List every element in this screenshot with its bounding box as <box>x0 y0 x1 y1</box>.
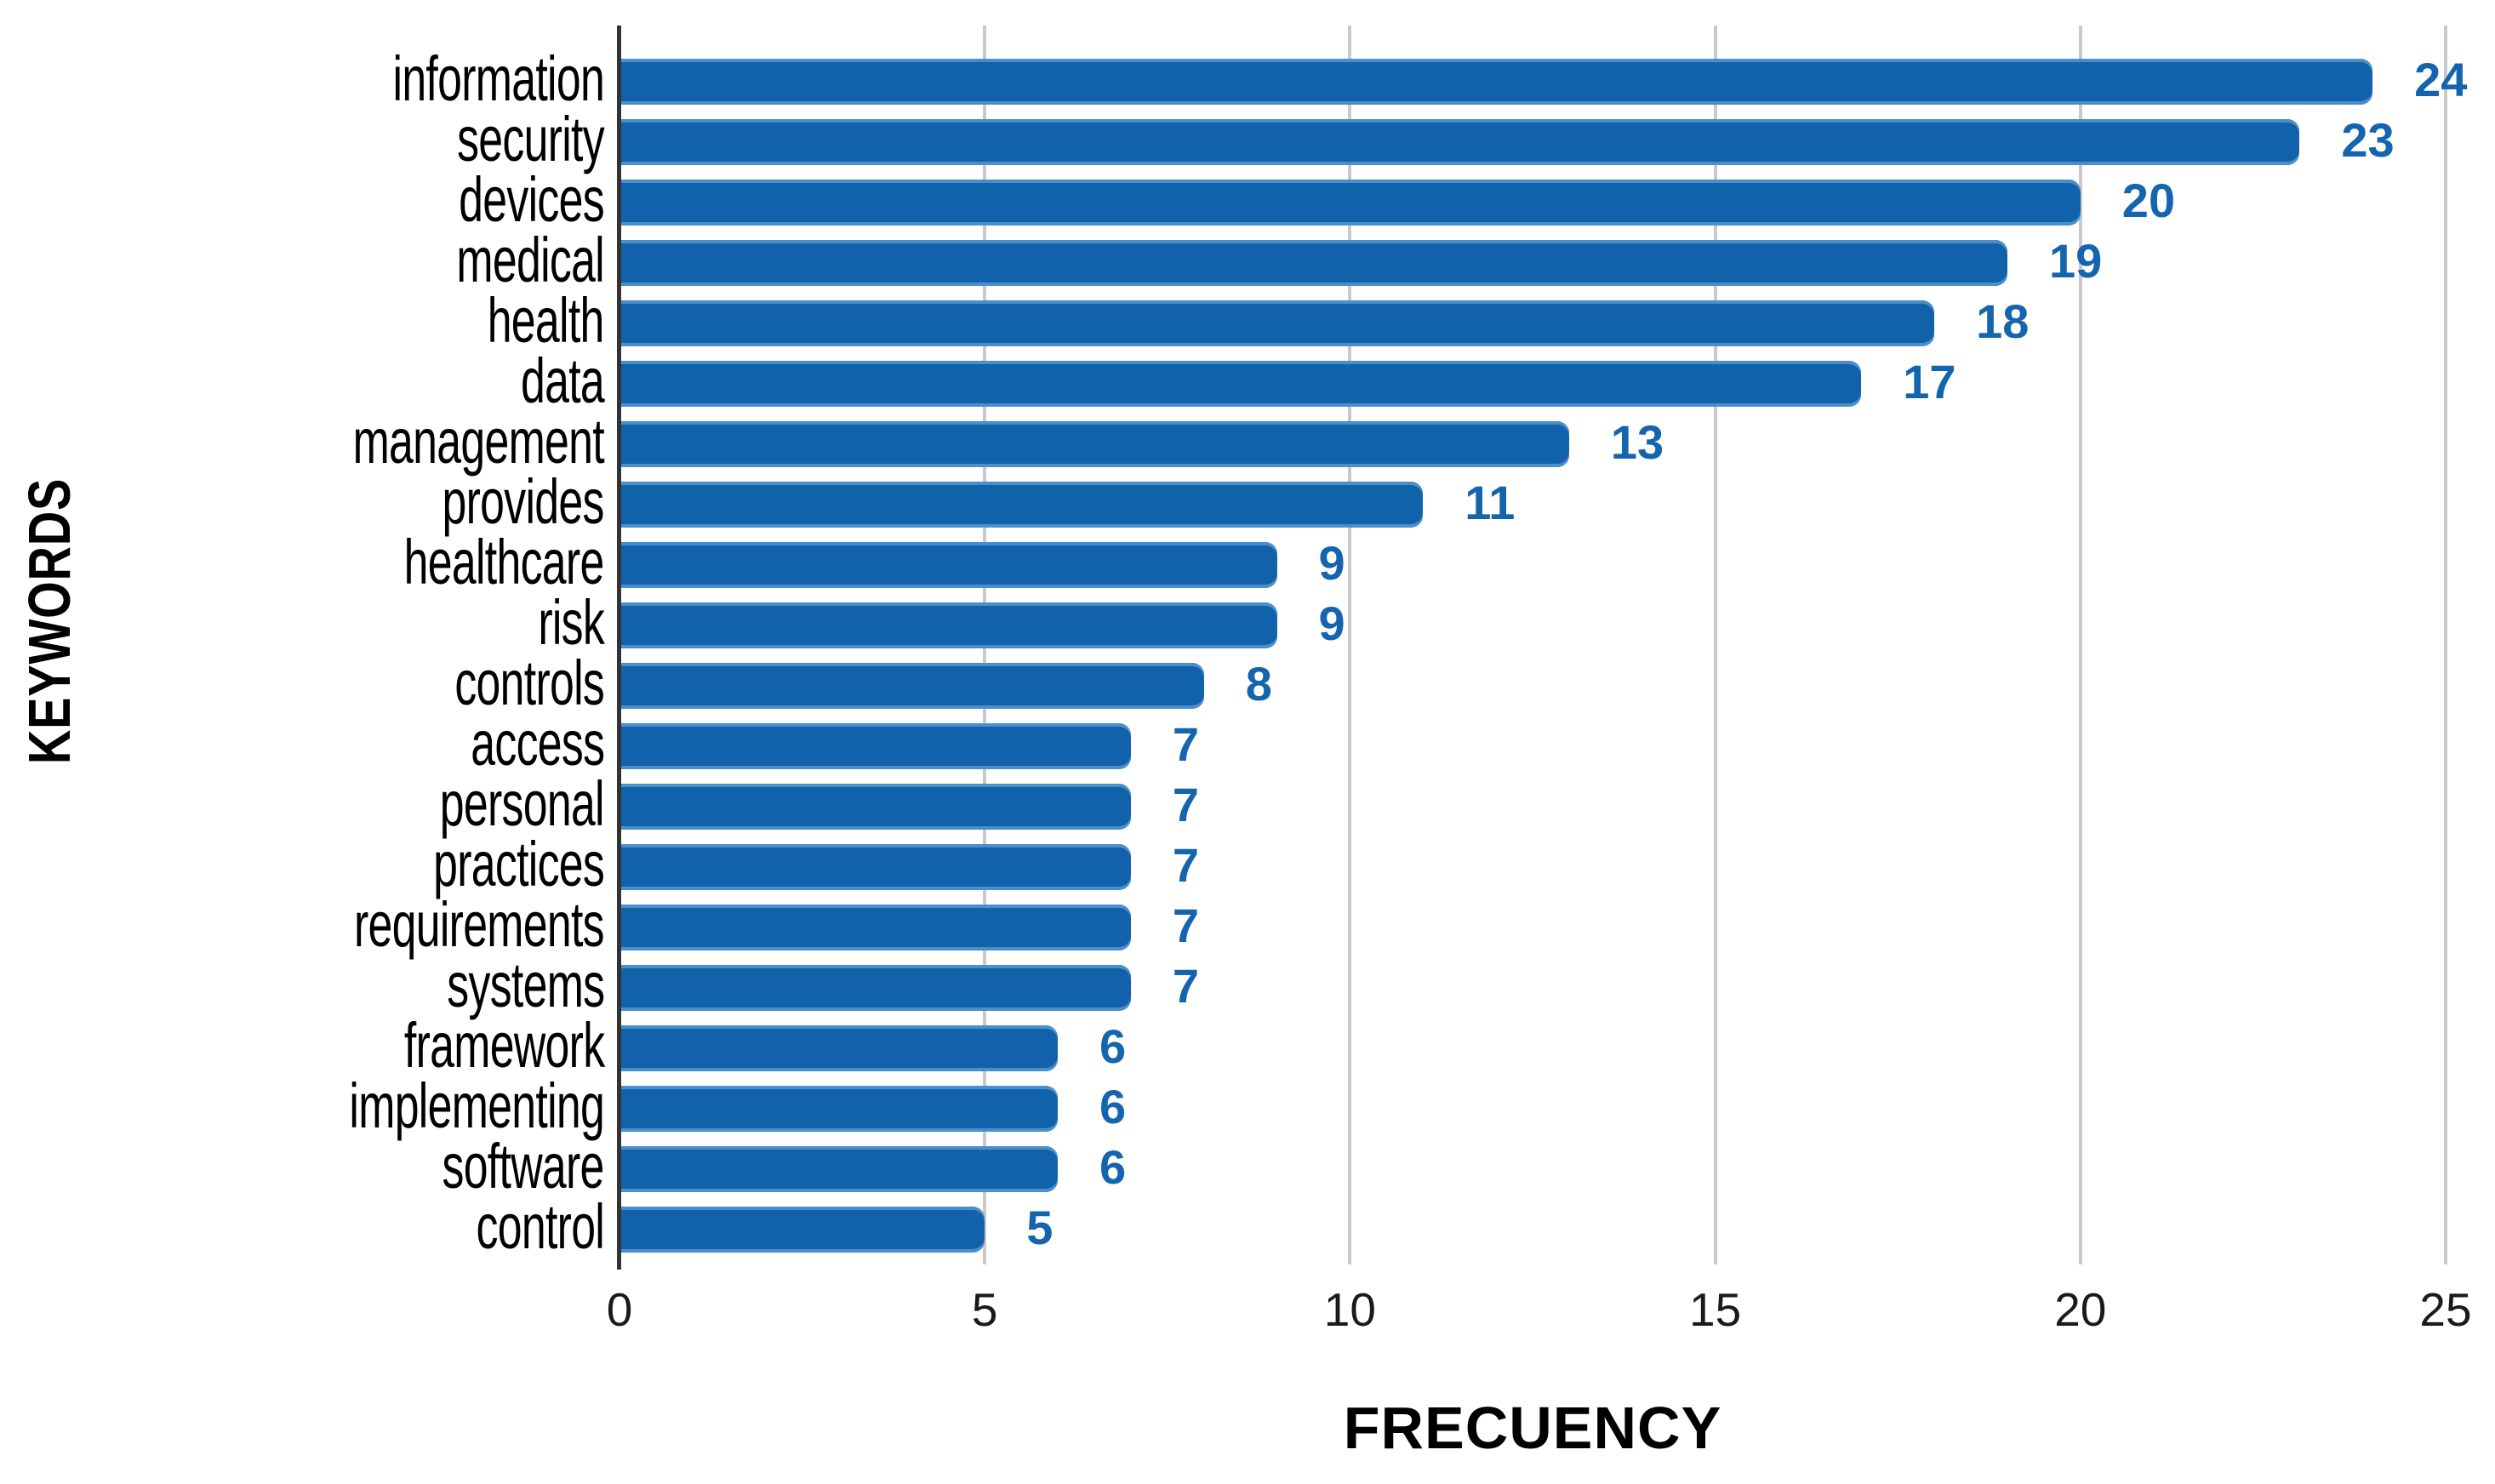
x-tick-label: 0 <box>606 1283 633 1336</box>
category-label: provides <box>442 465 605 537</box>
category-label: data <box>520 345 605 416</box>
bar <box>619 964 1131 1011</box>
bar <box>619 239 2007 286</box>
bar <box>619 300 1935 346</box>
bar-row: requirements 7 <box>354 893 2446 957</box>
bar-row: devices 20 <box>459 168 2446 232</box>
category-label: framework <box>403 1009 605 1081</box>
gridline-15 <box>1713 26 1717 1264</box>
bar-row: provides 11 <box>442 470 2446 534</box>
x-tick-label: 25 <box>2419 1283 2472 1336</box>
category-label: personal <box>439 768 605 839</box>
bar <box>619 58 2373 105</box>
bar <box>619 1145 1059 1192</box>
bar-row: personal 7 <box>440 772 2446 836</box>
bar-row: framework 6 <box>404 1013 2446 1078</box>
value-label: 11 <box>1464 475 1516 529</box>
category-label: healthcare <box>404 526 605 597</box>
x-tick-label: 15 <box>1689 1283 1742 1336</box>
value-label: 18 <box>1976 294 2030 348</box>
bar-row: information 24 <box>392 47 2467 111</box>
bar <box>619 1025 1059 1071</box>
value-label: 7 <box>1172 958 1200 1013</box>
bar-row: implementing 6 <box>349 1074 2446 1139</box>
bar-row: controls 8 <box>454 651 2446 716</box>
bar-rows: information 24 security 23 devices 20 medical 1… <box>349 47 2467 1259</box>
value-label: 7 <box>1172 837 1200 892</box>
bar <box>619 662 1204 709</box>
category-label: software <box>442 1130 605 1201</box>
bar <box>619 843 1131 890</box>
value-label: 7 <box>1172 898 1200 952</box>
category-label: health <box>488 284 605 356</box>
bar <box>619 541 1277 588</box>
category-label: requirements <box>354 888 605 960</box>
bar-row: systems 7 <box>447 953 2446 1018</box>
bar-row: security 23 <box>457 107 2446 172</box>
bar <box>619 481 1424 528</box>
value-label: 20 <box>2121 173 2176 227</box>
value-label: 6 <box>1099 1079 1127 1133</box>
bar <box>619 1085 1059 1132</box>
y-axis-baseline <box>617 26 621 1270</box>
value-label: 19 <box>2048 233 2103 288</box>
bar-row: access 7 <box>471 711 2446 776</box>
category-label: access <box>470 707 605 779</box>
category-label: management <box>352 405 605 477</box>
bar-row: risk 9 <box>538 591 2446 655</box>
x-axis-title: FRECUENCY <box>1343 1395 1722 1461</box>
x-tick-label: 5 <box>971 1283 998 1336</box>
category-label: control <box>476 1190 604 1262</box>
value-label: 24 <box>2414 52 2468 106</box>
bar-row: medical 19 <box>456 228 2446 293</box>
bar-row: management 13 <box>353 409 2446 474</box>
value-label: 6 <box>1099 1139 1127 1194</box>
value-label: 13 <box>1610 414 1664 469</box>
bar <box>619 1206 985 1253</box>
bar-row: data 17 <box>521 349 2446 414</box>
value-label: 5 <box>1026 1200 1053 1254</box>
bar-row: health 18 <box>488 288 2446 353</box>
y-axis-title: KEYWORDS <box>16 477 83 765</box>
x-tick-label: 20 <box>2054 1283 2107 1336</box>
gridline-20 <box>2078 26 2082 1264</box>
category-label: medical <box>456 224 604 295</box>
category-label: systems <box>446 949 605 1020</box>
value-label: 6 <box>1099 1019 1127 1073</box>
bar <box>619 783 1131 830</box>
category-label: risk <box>538 586 604 658</box>
bar <box>619 904 1131 950</box>
category-label: devices <box>459 163 604 235</box>
bar-row: software 6 <box>442 1134 2446 1199</box>
x-tick-label: 10 <box>1323 1283 1376 1336</box>
category-label: implementing <box>349 1070 604 1141</box>
bar <box>619 602 1277 648</box>
value-label: 7 <box>1172 716 1200 771</box>
bar <box>619 118 2300 165</box>
bar <box>619 722 1131 769</box>
value-label: 17 <box>1903 354 1956 408</box>
x-axis-tick-labels: 0 5 10 15 20 25 <box>607 1283 2472 1338</box>
bar <box>619 360 1862 407</box>
bar-row: control 5 <box>476 1195 2446 1259</box>
gridline-25 <box>2444 26 2447 1264</box>
category-label: information <box>392 43 604 114</box>
value-label: 7 <box>1172 777 1200 831</box>
value-label: 9 <box>1318 596 1345 650</box>
bar <box>619 179 2081 225</box>
category-label: controls <box>454 647 604 718</box>
plot-area: information 24 security 23 devices 20 medical 1… <box>349 26 2467 1264</box>
category-label: security <box>457 103 605 174</box>
value-label: 9 <box>1318 535 1345 590</box>
bar-row: practices 7 <box>433 832 2446 897</box>
value-label: 8 <box>1245 656 1272 711</box>
category-label: practices <box>433 828 605 899</box>
bar <box>619 420 1569 467</box>
gridline-10 <box>1348 26 1352 1264</box>
bar-row: healthcare 9 <box>404 530 2446 595</box>
value-label: 23 <box>2341 112 2395 167</box>
